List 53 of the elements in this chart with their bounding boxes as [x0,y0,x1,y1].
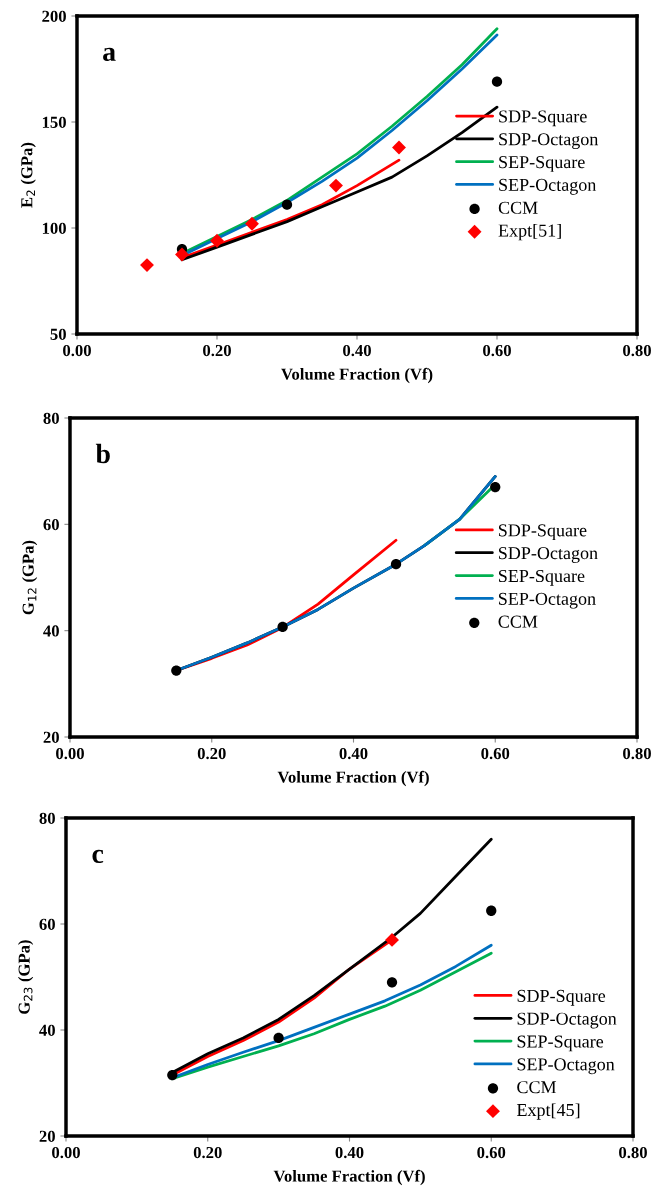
x-tick-label: 0.60 [477,1146,506,1159]
y-tick-label: 150 [42,116,66,128]
y-tick-label: 80 [43,412,59,424]
legend-label: SDP-Octagon [499,133,599,150]
y-axis-title: G$_{23}$ (GPa) [18,940,34,1014]
x-axis-title: Volume Fraction (Vf) [273,1169,425,1186]
x-tick-label: 0.40 [343,344,371,357]
legend-label: SEP-Square [499,156,585,172]
x-tick-label: 0.20 [193,1146,222,1159]
legend-label: CCM [517,1081,557,1094]
legend-label: CCM [498,615,538,628]
x-tick-label: 0.00 [56,747,84,760]
x-tick-label: 0.80 [619,1146,647,1159]
annotation: a [103,47,116,62]
legend-label: SDP-Octagon [498,547,598,563]
legend-label: SDP-Square [499,110,587,127]
legend-label: SDP-Octagon [517,1012,617,1029]
x-tick-label: 0.20 [197,747,226,760]
x-tick-label: 0.20 [203,344,231,357]
x-tick-label: 0.00 [63,344,91,357]
legend-label: SEP-Octagon [498,592,596,609]
y-tick-label: 40 [39,1024,55,1036]
legend-label: SEP-Square [498,569,585,586]
legend-label: Expt[45] [516,1103,580,1120]
x-axis-title: Volume Fraction (Vf) [281,367,433,384]
legend-label: SEP-Octagon [517,1058,615,1075]
y-tick-label: 60 [43,519,59,531]
y-tick-label: 50 [50,328,66,340]
y-tick-label: 60 [39,918,55,930]
x-tick-label: 0.40 [339,747,368,760]
x-tick-label: 0.00 [52,1146,80,1159]
x-tick-label: 0.40 [335,1146,364,1159]
x-axis-title: Volume Fraction (Vf) [277,770,429,787]
legend-label: SDP-Square [517,989,606,1006]
x-tick-label: 0.80 [623,344,651,357]
y-tick-label: 20 [43,731,59,743]
legend-label: SDP-Square [498,524,587,541]
y-tick-label: 200 [42,10,66,22]
y-tick-label: 40 [43,625,59,637]
y-tick-label: 80 [39,812,55,824]
legend-label: SEP-Octagon [499,178,597,195]
x-tick-label: 0.80 [623,747,651,760]
annotation: b [95,443,110,464]
legend-label: Expt[51] [498,223,561,241]
y-tick-label: 100 [42,222,66,234]
x-tick-label: 0.60 [483,344,511,357]
y-axis-title: E$_{2}$ (GPa) [20,142,36,208]
y-axis-title: G$_{12}$ (GPa) [22,540,38,615]
y-tick-label: 20 [39,1130,55,1142]
annotation: c [92,849,104,864]
legend-label: SEP-Square [517,1035,604,1052]
x-tick-label: 0.60 [481,747,510,760]
legend-label: CCM [498,201,538,214]
